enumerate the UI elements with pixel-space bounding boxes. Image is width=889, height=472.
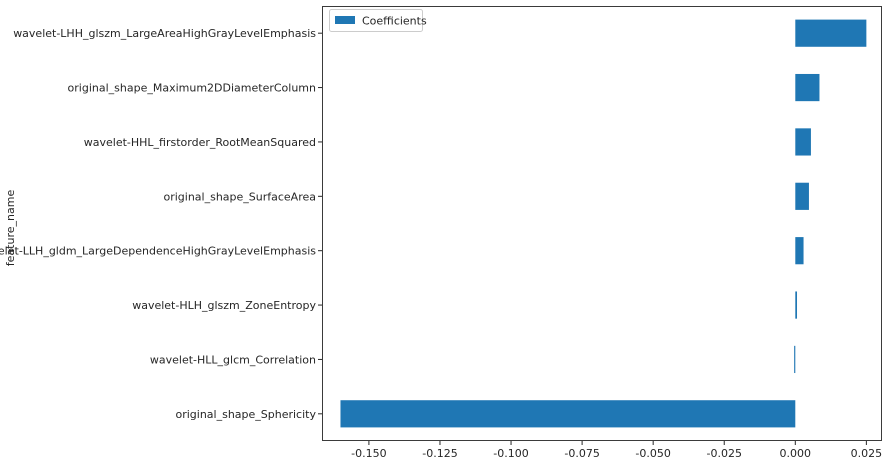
bar-wavelet-LHH_glszm_LargeAreaHighGrayLevelEmphasis: [795, 19, 867, 47]
y-axis-label: feature_name: [4, 190, 17, 267]
bar-original_shape_Maximum2DDiameterColumn: [795, 73, 820, 102]
bar-original_shape_Sphericity: [340, 400, 796, 428]
y-tick-label: wavelet-LHH_glszm_LargeAreaHighGrayLevel…: [13, 27, 316, 40]
y-tick-label: wavelet-LLH_gldm_LargeDependenceHighGray…: [0, 245, 316, 258]
x-tick-label: -0.075: [564, 447, 599, 460]
plot-frame: [322, 6, 882, 441]
bar-wavelet-HLH_glszm_ZoneEntropy: [795, 291, 798, 319]
x-tick-label: -0.125: [422, 447, 457, 460]
bar-wavelet-HLL_glcm_Correlation: [794, 345, 796, 374]
bar-wavelet-LLH_gldm_LargeDependenceHighGrayLevelEmphasis: [795, 237, 804, 265]
y-tick-label: original_shape_SurfaceArea: [163, 190, 316, 203]
bar-wavelet-HHL_firstorder_RootMeanSquared: [795, 128, 811, 156]
legend-swatch: [335, 16, 355, 24]
y-tick-label: wavelet-HLL_glcm_Correlation: [150, 353, 316, 366]
y-tick-labels: wavelet-LHH_glszm_LargeAreaHighGrayLevel…: [0, 27, 316, 421]
legend-frame: [329, 9, 423, 32]
legend-label: Coefficients: [362, 15, 427, 28]
x-tick-labels: -0.150 -0.125 -0.100 -0.075 -0.050 -0.025 0.00…: [351, 447, 882, 460]
bar-original_shape_SurfaceArea: [795, 182, 809, 210]
x-tick-label: 0.025: [851, 447, 883, 460]
x-tick-label: -0.050: [635, 447, 670, 460]
y-tick-label: wavelet-HHL_firstorder_RootMeanSquared: [84, 136, 316, 149]
x-tick-label: 0.000: [780, 447, 812, 460]
axes-group: [318, 6, 882, 445]
x-tick-label: -0.150: [351, 447, 386, 460]
x-tick-label: -0.100: [493, 447, 528, 460]
legend: Coefficients: [329, 9, 427, 32]
y-tick-label: wavelet-HLH_glszm_ZoneEntropy: [132, 299, 316, 312]
bars-group: [340, 19, 867, 428]
y-tick-label: original_shape_Maximum2DDiameterColumn: [68, 82, 316, 95]
y-tick-label: original_shape_Sphericity: [175, 408, 316, 421]
x-tick-label: -0.025: [706, 447, 741, 460]
